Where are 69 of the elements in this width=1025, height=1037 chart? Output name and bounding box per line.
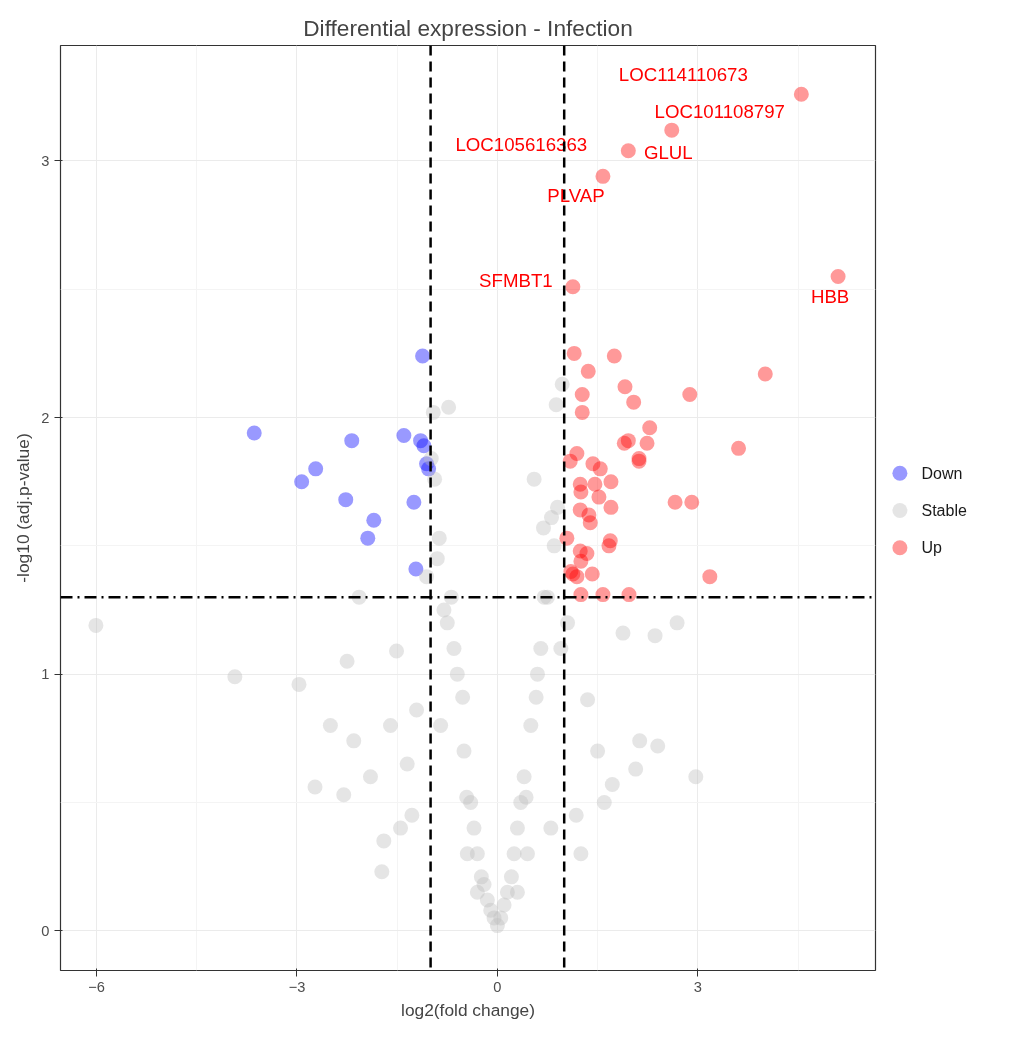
point	[684, 494, 700, 510]
point	[562, 453, 578, 469]
point	[406, 494, 422, 510]
point	[416, 438, 432, 454]
point	[574, 386, 590, 402]
y-axis-title: -log10 (adj.p-value)	[13, 433, 34, 583]
point	[620, 143, 636, 159]
x-tick-label: −3	[288, 978, 306, 995]
point	[344, 433, 360, 449]
point	[415, 348, 431, 364]
point	[585, 456, 601, 472]
legend-label: Down	[921, 464, 963, 482]
point	[664, 122, 680, 138]
point	[639, 435, 655, 451]
point	[582, 515, 598, 531]
annotation: PLVAP	[547, 184, 605, 206]
point	[682, 386, 698, 402]
point	[396, 428, 412, 443]
annotation: LOC105616363	[455, 134, 588, 156]
annotation: SFMBT1	[479, 270, 553, 292]
point	[617, 379, 633, 395]
point	[601, 538, 617, 554]
point	[731, 440, 747, 456]
annotation: GLUL	[643, 142, 693, 164]
point	[566, 345, 582, 361]
y-tick-label: 0	[41, 922, 50, 939]
point	[793, 86, 809, 102]
x-axis-title: log2(fold change)	[401, 999, 535, 1020]
annotation: LOC114110673	[618, 63, 748, 85]
point	[603, 499, 619, 515]
point	[584, 566, 600, 582]
legend-label: Up	[921, 539, 943, 557]
point	[565, 279, 581, 295]
annotation: HBB	[810, 285, 850, 307]
point	[408, 561, 424, 577]
point	[574, 404, 590, 420]
point	[580, 363, 596, 379]
point	[667, 494, 683, 510]
y-tick-label: 3	[41, 152, 50, 169]
point	[360, 530, 376, 546]
annotation: LOC101108797	[654, 100, 785, 122]
point	[573, 484, 589, 500]
point	[642, 420, 658, 436]
point	[308, 461, 324, 477]
point	[246, 425, 262, 441]
point	[573, 587, 589, 603]
y-tick-label: 1	[41, 666, 50, 683]
point	[573, 553, 589, 569]
x-tick-label: 0	[493, 978, 502, 995]
legend-label: Stable	[921, 502, 967, 519]
point	[366, 512, 382, 528]
y-tick-label: 2	[41, 409, 50, 426]
point	[338, 492, 354, 508]
point	[830, 268, 846, 284]
point	[606, 348, 622, 364]
point	[626, 394, 642, 410]
point	[569, 569, 585, 585]
x-tick-label: 3	[693, 978, 702, 995]
point	[595, 168, 611, 184]
point	[603, 474, 619, 490]
point	[591, 489, 607, 505]
point	[702, 569, 718, 585]
x-tick-label: −6	[88, 978, 105, 995]
point	[294, 474, 310, 490]
point	[621, 587, 637, 603]
point	[757, 366, 773, 382]
chart-title: Differential expression - Infection	[303, 14, 633, 41]
point	[587, 476, 603, 492]
point	[616, 435, 632, 451]
